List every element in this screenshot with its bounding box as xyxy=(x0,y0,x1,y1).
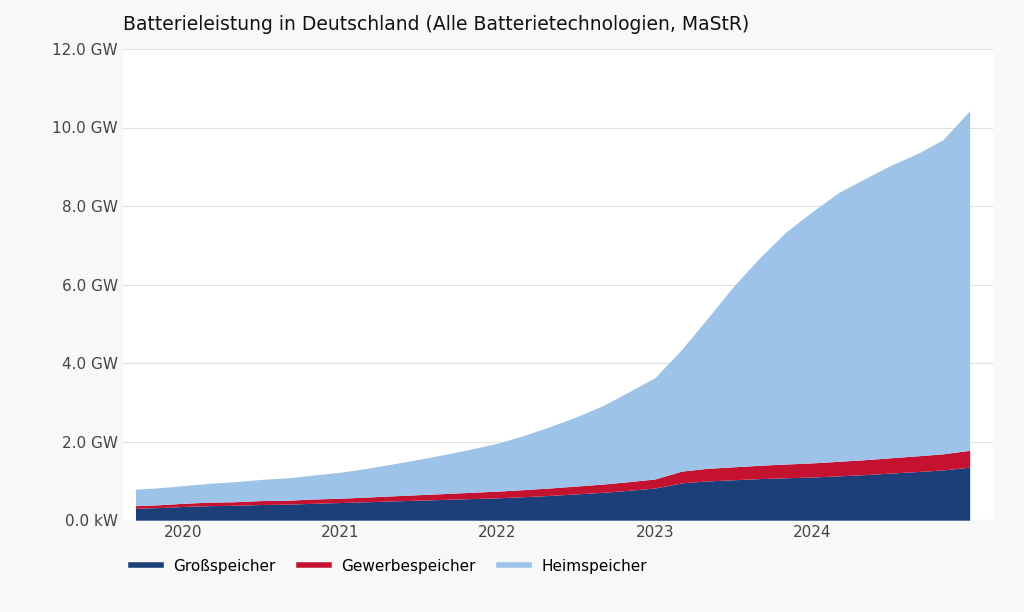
Text: Batterieleistung in Deutschland (Alle Batterietechnologien, MaStR): Batterieleistung in Deutschland (Alle Ba… xyxy=(123,15,750,34)
Legend: Großspeicher, Gewerbespeicher, Heimspeicher: Großspeicher, Gewerbespeicher, Heimspeic… xyxy=(130,559,647,574)
